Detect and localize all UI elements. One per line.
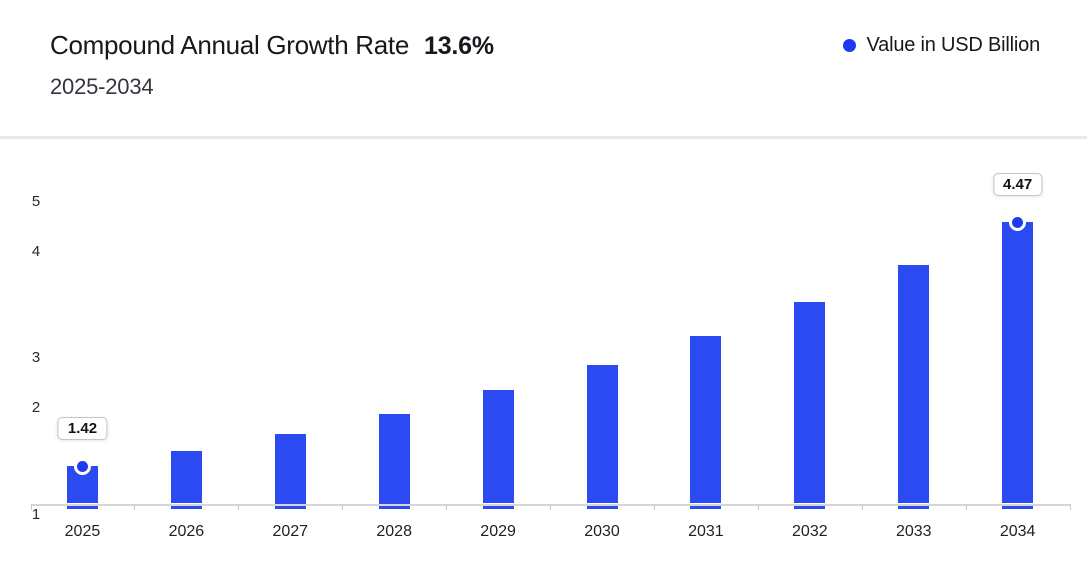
x-axis-tick-label: 2029 (480, 523, 516, 540)
bar-2028[interactable] (378, 413, 410, 504)
bar-base-strip (274, 505, 306, 509)
bar-2027[interactable] (274, 433, 306, 504)
y-axis-tick-label: 1 (31, 506, 41, 523)
chart-period: 2025-2034 (50, 74, 154, 99)
bar-2030[interactable] (586, 364, 618, 504)
bar-2034[interactable] (1002, 222, 1034, 504)
chart-header: Compound Annual Growth Rate 13.6% 2025-2… (50, 30, 494, 100)
y-axis-tick-label: 3 (31, 349, 41, 366)
cagr-value: 13.6% (424, 32, 494, 60)
bar-base-strip (794, 505, 826, 509)
x-axis-tick (757, 504, 759, 510)
x-axis-tick (965, 504, 967, 510)
bar-base-strip (170, 505, 202, 509)
bar-base-strip (898, 505, 930, 509)
x-axis-tick (342, 504, 344, 510)
x-axis-tick (238, 504, 240, 510)
x-axis-tick-label: 2025 (64, 523, 101, 540)
data-point-marker[interactable] (73, 457, 91, 475)
x-axis-tick-label: 2026 (168, 523, 205, 540)
x-axis-tick-label: 2032 (792, 523, 828, 540)
bar-base-strip (586, 505, 618, 509)
bar-base-strip (378, 505, 410, 509)
x-axis-tick-label: 2028 (376, 523, 412, 540)
header-divider (0, 136, 1087, 139)
bar-2029[interactable] (482, 390, 514, 504)
x-axis-tick (1069, 504, 1071, 510)
legend: Value in USD Billion (842, 34, 1041, 57)
legend-dot-icon (842, 39, 856, 52)
x-axis-tick-label: 2027 (272, 523, 309, 540)
x-axis-tick (446, 504, 448, 510)
bar-2032[interactable] (794, 302, 826, 504)
x-axis-tick-label: 2031 (688, 523, 724, 540)
value-label: 1.42 (57, 417, 108, 441)
x-axis-tick-label: 2034 (999, 523, 1036, 540)
bar-base-strip (1002, 505, 1034, 509)
y-axis-tick-label: 4 (31, 243, 41, 260)
bar-base-strip (690, 505, 722, 509)
x-axis-tick (653, 504, 655, 510)
data-point-marker[interactable] (1009, 213, 1027, 231)
bar-base-strip (482, 505, 514, 509)
value-label: 4.47 (993, 173, 1043, 197)
legend-label: Value in USD Billion (866, 34, 1041, 56)
bar-2031[interactable] (690, 335, 722, 504)
x-axis-tick-label: 2033 (895, 523, 932, 540)
bar-2026[interactable] (170, 451, 202, 504)
x-axis-tick (134, 504, 136, 510)
bar-base-strip (66, 505, 98, 509)
y-axis-tick-label: 2 (31, 399, 41, 416)
x-axis-tick (861, 504, 863, 510)
bar-2033[interactable] (898, 264, 930, 504)
x-axis-tick (30, 504, 32, 510)
chart-title: Compound Annual Growth Rate (50, 30, 410, 60)
x-axis-tick-label: 2030 (584, 523, 620, 540)
y-axis-tick-label: 5 (31, 193, 41, 210)
x-axis-tick (550, 504, 552, 510)
